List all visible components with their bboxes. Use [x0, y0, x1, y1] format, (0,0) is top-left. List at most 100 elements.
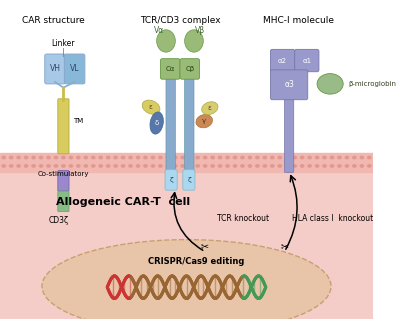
Text: δ: δ	[154, 120, 159, 126]
Ellipse shape	[330, 156, 334, 159]
Ellipse shape	[278, 164, 282, 168]
FancyBboxPatch shape	[58, 191, 69, 212]
Ellipse shape	[113, 164, 118, 168]
Ellipse shape	[188, 156, 192, 159]
Ellipse shape	[285, 164, 290, 168]
Ellipse shape	[352, 156, 357, 159]
Ellipse shape	[248, 164, 252, 168]
FancyBboxPatch shape	[165, 170, 177, 190]
Text: β-microglobin: β-microglobin	[349, 81, 397, 87]
Ellipse shape	[292, 156, 297, 159]
Ellipse shape	[68, 164, 73, 168]
Ellipse shape	[344, 164, 349, 168]
Ellipse shape	[136, 156, 140, 159]
Text: ζ: ζ	[170, 177, 174, 183]
Ellipse shape	[142, 100, 160, 114]
Ellipse shape	[344, 156, 349, 159]
Text: MHC-I molecule: MHC-I molecule	[263, 16, 334, 25]
Ellipse shape	[24, 164, 28, 168]
Ellipse shape	[121, 156, 126, 159]
Text: Co-stimulatory: Co-stimulatory	[37, 171, 89, 177]
Bar	[0, 156, 373, 319]
Ellipse shape	[315, 164, 319, 168]
Text: Vα: Vα	[154, 26, 164, 35]
Ellipse shape	[307, 164, 312, 168]
Ellipse shape	[203, 156, 208, 159]
Ellipse shape	[322, 164, 327, 168]
Ellipse shape	[300, 156, 304, 159]
Ellipse shape	[262, 156, 267, 159]
Text: CRISPR/Cas9 editing: CRISPR/Cas9 editing	[148, 256, 244, 266]
Ellipse shape	[54, 164, 58, 168]
Ellipse shape	[1, 156, 6, 159]
Ellipse shape	[84, 156, 88, 159]
Ellipse shape	[352, 164, 357, 168]
Ellipse shape	[195, 156, 200, 159]
Ellipse shape	[9, 156, 14, 159]
Ellipse shape	[98, 156, 103, 159]
Ellipse shape	[150, 112, 163, 134]
Text: α1: α1	[302, 57, 311, 64]
Ellipse shape	[76, 164, 81, 168]
Ellipse shape	[233, 156, 237, 159]
Ellipse shape	[68, 156, 73, 159]
Ellipse shape	[24, 156, 28, 159]
Ellipse shape	[46, 164, 51, 168]
Ellipse shape	[255, 156, 260, 159]
Ellipse shape	[322, 156, 327, 159]
Ellipse shape	[173, 164, 178, 168]
Ellipse shape	[180, 156, 185, 159]
Ellipse shape	[196, 115, 212, 128]
Ellipse shape	[225, 156, 230, 159]
Text: Allogeneic CAR-T  cell: Allogeneic CAR-T cell	[56, 197, 190, 207]
Bar	[0, 11, 373, 156]
Ellipse shape	[360, 156, 364, 159]
Ellipse shape	[31, 156, 36, 159]
Ellipse shape	[285, 156, 290, 159]
Ellipse shape	[188, 164, 192, 168]
Ellipse shape	[330, 164, 334, 168]
FancyBboxPatch shape	[64, 54, 85, 84]
Ellipse shape	[203, 164, 208, 168]
Ellipse shape	[195, 164, 200, 168]
FancyBboxPatch shape	[45, 54, 65, 84]
Ellipse shape	[210, 164, 215, 168]
Ellipse shape	[16, 164, 21, 168]
Ellipse shape	[233, 164, 237, 168]
Ellipse shape	[292, 164, 297, 168]
Ellipse shape	[143, 164, 148, 168]
Ellipse shape	[151, 164, 155, 168]
Ellipse shape	[218, 156, 222, 159]
Ellipse shape	[42, 240, 331, 330]
Ellipse shape	[270, 164, 275, 168]
FancyBboxPatch shape	[284, 97, 294, 173]
Ellipse shape	[46, 156, 51, 159]
Ellipse shape	[121, 164, 126, 168]
Ellipse shape	[16, 156, 21, 159]
Ellipse shape	[9, 164, 14, 168]
Ellipse shape	[76, 156, 81, 159]
Ellipse shape	[307, 156, 312, 159]
FancyBboxPatch shape	[58, 171, 69, 191]
Ellipse shape	[128, 156, 133, 159]
Ellipse shape	[367, 164, 372, 168]
Ellipse shape	[262, 164, 267, 168]
Ellipse shape	[315, 156, 319, 159]
Text: TCR knockout: TCR knockout	[217, 214, 270, 223]
Ellipse shape	[158, 156, 163, 159]
Ellipse shape	[360, 164, 364, 168]
Ellipse shape	[84, 164, 88, 168]
Ellipse shape	[225, 164, 230, 168]
Ellipse shape	[202, 102, 218, 115]
Ellipse shape	[128, 164, 133, 168]
Ellipse shape	[240, 164, 245, 168]
Ellipse shape	[278, 156, 282, 159]
Ellipse shape	[31, 164, 36, 168]
Text: ε: ε	[208, 105, 212, 111]
Ellipse shape	[210, 156, 215, 159]
FancyBboxPatch shape	[295, 50, 319, 72]
Ellipse shape	[113, 156, 118, 159]
FancyBboxPatch shape	[160, 59, 180, 79]
Ellipse shape	[248, 156, 252, 159]
Ellipse shape	[143, 156, 148, 159]
